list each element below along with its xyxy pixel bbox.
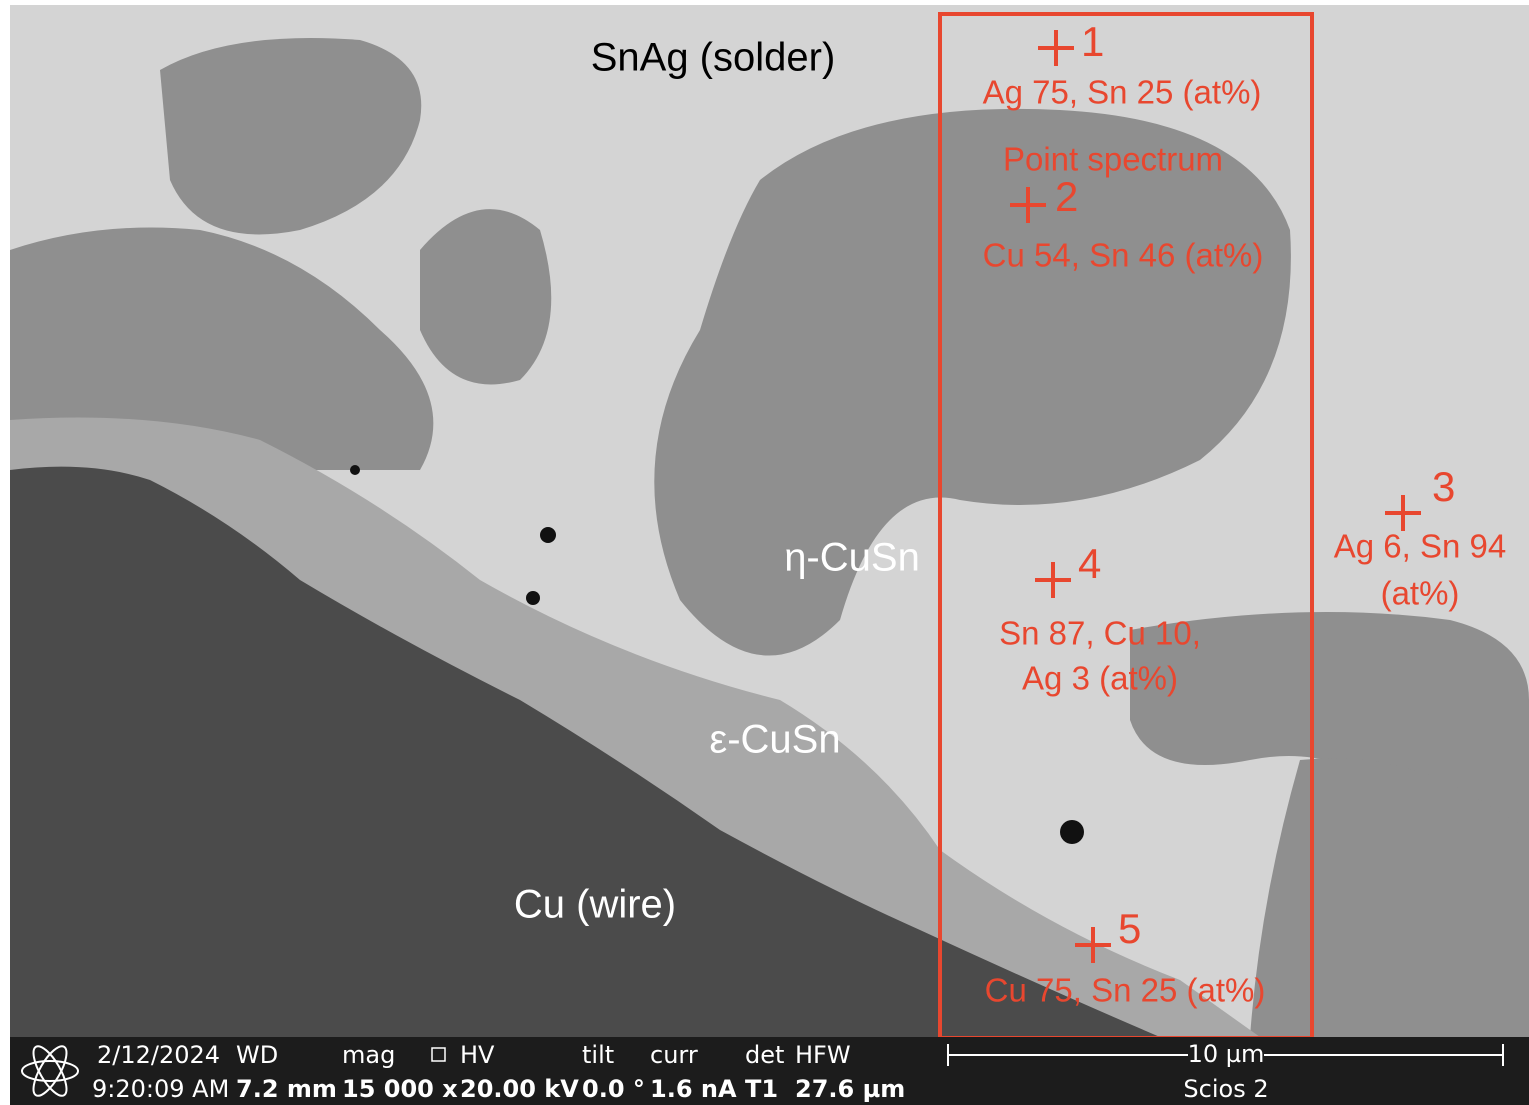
phase-label: ε-CuSn bbox=[709, 718, 840, 762]
point-number: 5 bbox=[1118, 905, 1141, 952]
field-label: tilt bbox=[582, 1041, 614, 1069]
date: 2/12/2024 bbox=[97, 1041, 220, 1069]
field-value: 7.2 mm bbox=[236, 1075, 337, 1103]
composition: Cu 54, Sn 46 (at%) bbox=[983, 237, 1264, 274]
phase-label: η-CuSn bbox=[784, 536, 920, 580]
field-label: HFW bbox=[795, 1041, 851, 1069]
field-value: T1 bbox=[745, 1075, 778, 1103]
composition: (at%) bbox=[1381, 575, 1460, 612]
phase-label: Cu (wire) bbox=[514, 883, 676, 927]
time: 9:20:09 AM bbox=[92, 1075, 229, 1103]
field-label: curr bbox=[650, 1041, 698, 1069]
composition: Ag 75, Sn 25 (at%) bbox=[983, 74, 1262, 111]
composition: Ag 6, Sn 94 bbox=[1334, 528, 1506, 565]
grain bbox=[420, 209, 551, 384]
field-label: mag bbox=[342, 1041, 395, 1069]
field-value: 15 000 x bbox=[342, 1075, 458, 1103]
pore bbox=[540, 527, 556, 543]
composition: Sn 87, Cu 10, bbox=[999, 615, 1201, 652]
page: SnAg (solder) η-CuSn ε-CuSn Cu (wire) Po… bbox=[0, 0, 1529, 1105]
point-number: 2 bbox=[1055, 173, 1078, 220]
point-number: 3 bbox=[1432, 463, 1455, 510]
field-label: det bbox=[745, 1041, 784, 1069]
composition: Ag 3 (at%) bbox=[1022, 660, 1178, 697]
composition: Cu 75, Sn 25 (at%) bbox=[985, 972, 1266, 1009]
field-value: 20.00 kV bbox=[460, 1075, 579, 1103]
point-number: 4 bbox=[1078, 540, 1101, 587]
instrument: Scios 2 bbox=[1183, 1075, 1268, 1103]
point-number: 1 bbox=[1081, 18, 1104, 65]
field-value: 1.6 nA bbox=[650, 1075, 737, 1103]
phase-label: SnAg (solder) bbox=[591, 36, 836, 80]
box-title: Point spectrum bbox=[1003, 141, 1223, 178]
field-value: 27.6 µm bbox=[795, 1075, 905, 1103]
field-label: HV bbox=[460, 1041, 495, 1069]
pore bbox=[526, 591, 540, 605]
pore bbox=[1060, 820, 1084, 844]
pore bbox=[350, 465, 360, 475]
field-label: WD bbox=[236, 1041, 278, 1069]
field-value: 0.0 ° bbox=[582, 1075, 645, 1103]
scale-label: 10 µm bbox=[1188, 1040, 1265, 1068]
